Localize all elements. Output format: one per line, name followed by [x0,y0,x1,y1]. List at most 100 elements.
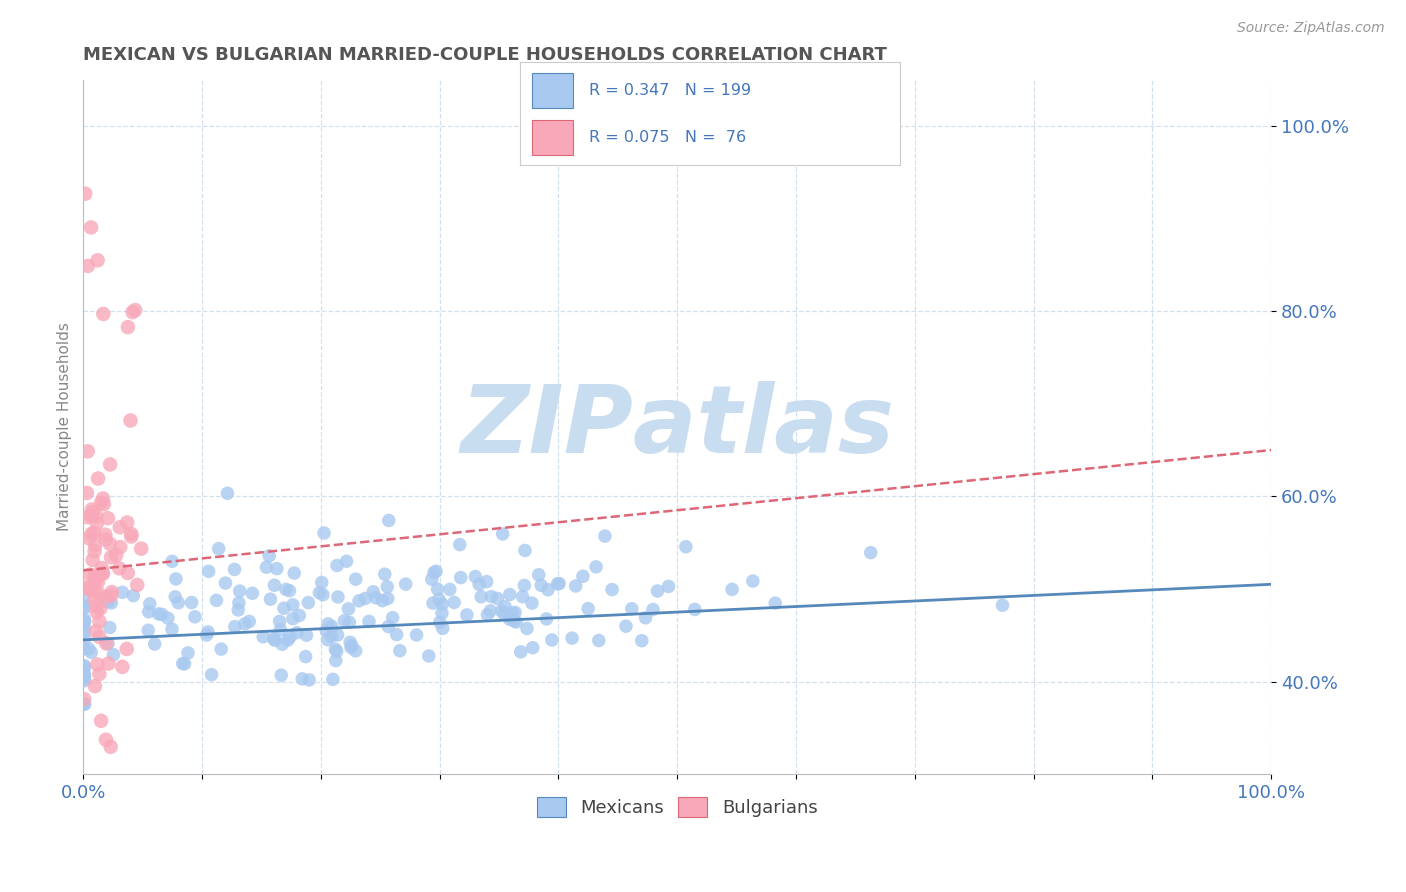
Point [83,679,105,693]
Point [449,538,471,552]
Point [98,537,121,551]
Point [420,572,443,586]
Point [326,628,349,642]
Point [97,511,120,525]
Point [73,698,96,712]
Point [97,657,120,671]
Point [73,672,96,686]
Point [600,582,623,597]
Text: ZIP​atlas: ZIP​atlas [460,381,894,473]
Point [513,578,536,592]
Point [117,566,139,580]
Point [115,642,138,657]
Point [172,657,194,671]
Point [156,611,179,625]
Point [269,615,291,629]
Point [395,577,418,591]
Point [502,614,524,628]
Point [285,625,308,640]
Point [291,672,314,686]
Point [443,595,465,609]
Point [89,667,111,681]
Point [100,596,122,610]
Point [120,527,142,541]
Point [89,630,111,644]
Point [374,567,396,582]
Point [721,582,744,597]
Point [100,739,122,754]
Point [630,633,652,648]
Point [117,320,139,334]
Point [344,572,367,586]
Point [73,593,96,607]
Point [100,550,122,565]
Point [205,593,228,607]
Point [80,645,103,659]
Point [278,583,301,598]
Point [122,589,145,603]
Point [657,579,679,593]
Point [111,585,134,599]
Point [271,637,294,651]
Point [87,587,110,601]
Point [73,613,96,627]
Point [339,635,361,649]
Point [173,657,195,671]
Point [326,644,349,658]
Point [257,549,280,563]
Point [470,590,492,604]
Point [94,732,117,747]
Point [105,548,128,562]
Point [197,565,219,579]
Point [91,566,114,581]
Point [91,566,114,581]
Point [127,578,149,592]
Point [76,510,98,524]
Point [226,603,249,617]
Point [266,561,288,575]
Point [136,624,159,638]
Point [73,601,96,615]
Point [468,577,491,591]
Point [475,574,498,589]
Point [86,509,108,524]
Point [763,596,786,610]
Point [90,714,112,728]
Point [160,622,183,636]
Point [430,606,453,620]
Point [77,259,100,273]
Point [516,621,538,635]
Point [214,576,236,591]
Point [83,525,105,540]
Point [425,564,447,578]
Point [361,584,384,599]
Point [160,554,183,568]
Point [121,305,143,319]
Point [340,640,363,655]
Point [79,567,101,582]
Point [991,599,1014,613]
Point [165,572,187,586]
Point [270,668,292,682]
Point [120,413,142,427]
Point [87,575,110,590]
Point [405,628,427,642]
Point [375,580,398,594]
Point [381,610,404,624]
Legend: Mexicans, Bulgarians: Mexicans, Bulgarians [530,789,825,824]
Point [378,513,401,527]
Point [527,567,550,582]
Point [240,586,263,600]
Point [325,654,347,668]
Point [512,590,534,604]
Point [138,605,160,619]
Point [87,471,110,485]
Point [254,560,277,574]
Point [322,673,344,687]
Point [103,648,125,662]
Point [83,570,105,584]
Point [464,569,486,583]
Point [357,615,380,629]
Point [73,660,96,674]
Point [195,628,218,642]
